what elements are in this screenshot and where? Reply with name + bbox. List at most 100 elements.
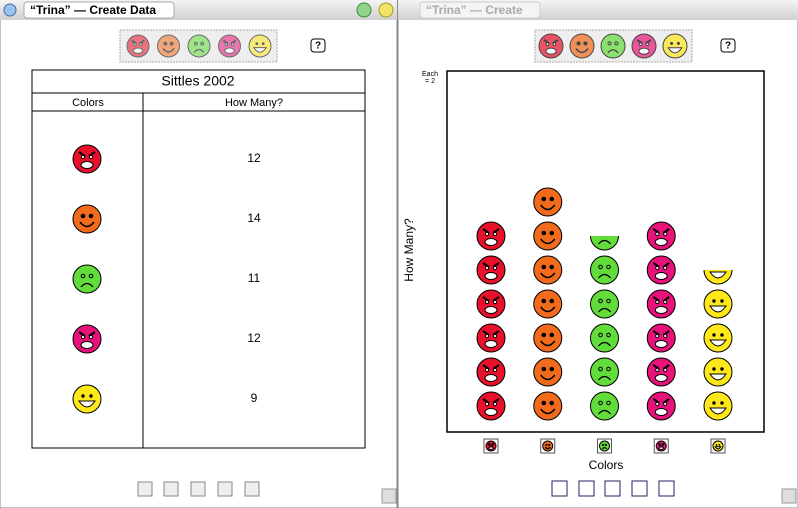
face-icon[interactable] xyxy=(662,33,688,59)
eye xyxy=(549,298,555,304)
mouth xyxy=(80,161,94,169)
eye xyxy=(492,367,498,373)
face xyxy=(703,323,733,353)
mouth xyxy=(484,408,498,416)
eye xyxy=(541,400,547,406)
mouth xyxy=(162,47,175,53)
eye xyxy=(598,298,603,304)
eye xyxy=(89,394,93,398)
face-icon[interactable] xyxy=(248,34,272,58)
tool-button[interactable] xyxy=(163,481,179,497)
eye xyxy=(638,42,643,47)
key-text: Each xyxy=(422,71,438,78)
eye xyxy=(88,273,94,279)
face-icon xyxy=(590,236,619,251)
tool-button[interactable] xyxy=(137,481,153,497)
close-button[interactable] xyxy=(3,3,17,17)
eye xyxy=(492,333,498,339)
face xyxy=(72,204,102,234)
face-icon xyxy=(712,440,724,452)
zoom-button[interactable] xyxy=(356,2,372,18)
face-icon[interactable] xyxy=(631,33,657,59)
mouth xyxy=(488,446,494,450)
face-icon[interactable] xyxy=(157,34,180,58)
mouth xyxy=(638,47,650,55)
title-tab xyxy=(23,1,175,19)
face-icon xyxy=(646,221,676,251)
mouth xyxy=(709,373,727,381)
x-axis-label: Colors xyxy=(589,458,624,472)
face xyxy=(542,440,554,452)
face xyxy=(662,33,688,59)
eye xyxy=(663,299,668,305)
mouth xyxy=(193,48,205,53)
eye xyxy=(606,264,611,270)
face xyxy=(533,187,563,217)
tool-button[interactable] xyxy=(604,480,621,497)
face-icon xyxy=(72,144,102,174)
mouth xyxy=(540,204,556,211)
eye xyxy=(606,400,611,406)
eye xyxy=(655,265,660,271)
eye xyxy=(720,367,724,371)
eye xyxy=(545,42,550,47)
eye xyxy=(720,401,724,405)
mouth xyxy=(654,238,668,246)
eye xyxy=(545,443,548,447)
face-icon xyxy=(533,357,563,387)
face xyxy=(533,357,563,387)
help-icon: ? xyxy=(725,41,731,52)
resize-handle[interactable] xyxy=(381,488,397,504)
tool-button[interactable] xyxy=(244,481,260,497)
eye xyxy=(549,196,555,202)
eye xyxy=(541,366,547,372)
tool-button[interactable] xyxy=(217,481,233,497)
face-icon[interactable] xyxy=(538,33,564,59)
mouth xyxy=(540,272,556,279)
mouth xyxy=(607,49,619,54)
mouth xyxy=(540,306,556,313)
eye xyxy=(541,298,547,304)
eye xyxy=(712,333,716,337)
face-icon xyxy=(646,357,676,387)
tool-button[interactable] xyxy=(578,480,595,497)
mouth xyxy=(252,47,268,53)
face-icon[interactable] xyxy=(218,34,241,58)
face xyxy=(590,255,619,285)
tool-button[interactable] xyxy=(658,480,675,497)
eye xyxy=(663,367,668,373)
tool-button[interactable] xyxy=(190,481,206,497)
help-button[interactable] xyxy=(310,38,326,53)
mouth xyxy=(654,272,668,280)
eye xyxy=(541,230,547,236)
eye xyxy=(88,334,94,340)
face-icon xyxy=(599,440,610,452)
face xyxy=(533,289,563,319)
window-title: “Trina” — Create Data xyxy=(30,3,156,17)
face-icon xyxy=(476,221,506,251)
eye xyxy=(139,42,143,47)
face-icon[interactable] xyxy=(600,33,626,59)
face-icon[interactable] xyxy=(126,34,150,58)
face-icon[interactable] xyxy=(187,34,211,58)
collapse-button[interactable] xyxy=(378,2,394,18)
face-icon xyxy=(72,204,102,234)
face xyxy=(533,323,563,353)
eye xyxy=(492,231,498,237)
tool-button[interactable] xyxy=(631,480,648,497)
eye xyxy=(663,401,668,407)
face-icon xyxy=(476,391,506,421)
face-icon xyxy=(485,440,497,452)
eye xyxy=(720,333,724,337)
eye xyxy=(88,154,94,160)
face-icon xyxy=(533,323,563,353)
tool-button[interactable] xyxy=(551,480,568,497)
mouth xyxy=(224,47,235,54)
face xyxy=(599,440,610,452)
eye xyxy=(133,42,137,47)
mouth xyxy=(575,48,589,54)
resize-handle[interactable] xyxy=(781,488,797,504)
face-icon[interactable] xyxy=(569,33,595,59)
help-button[interactable] xyxy=(720,38,736,53)
